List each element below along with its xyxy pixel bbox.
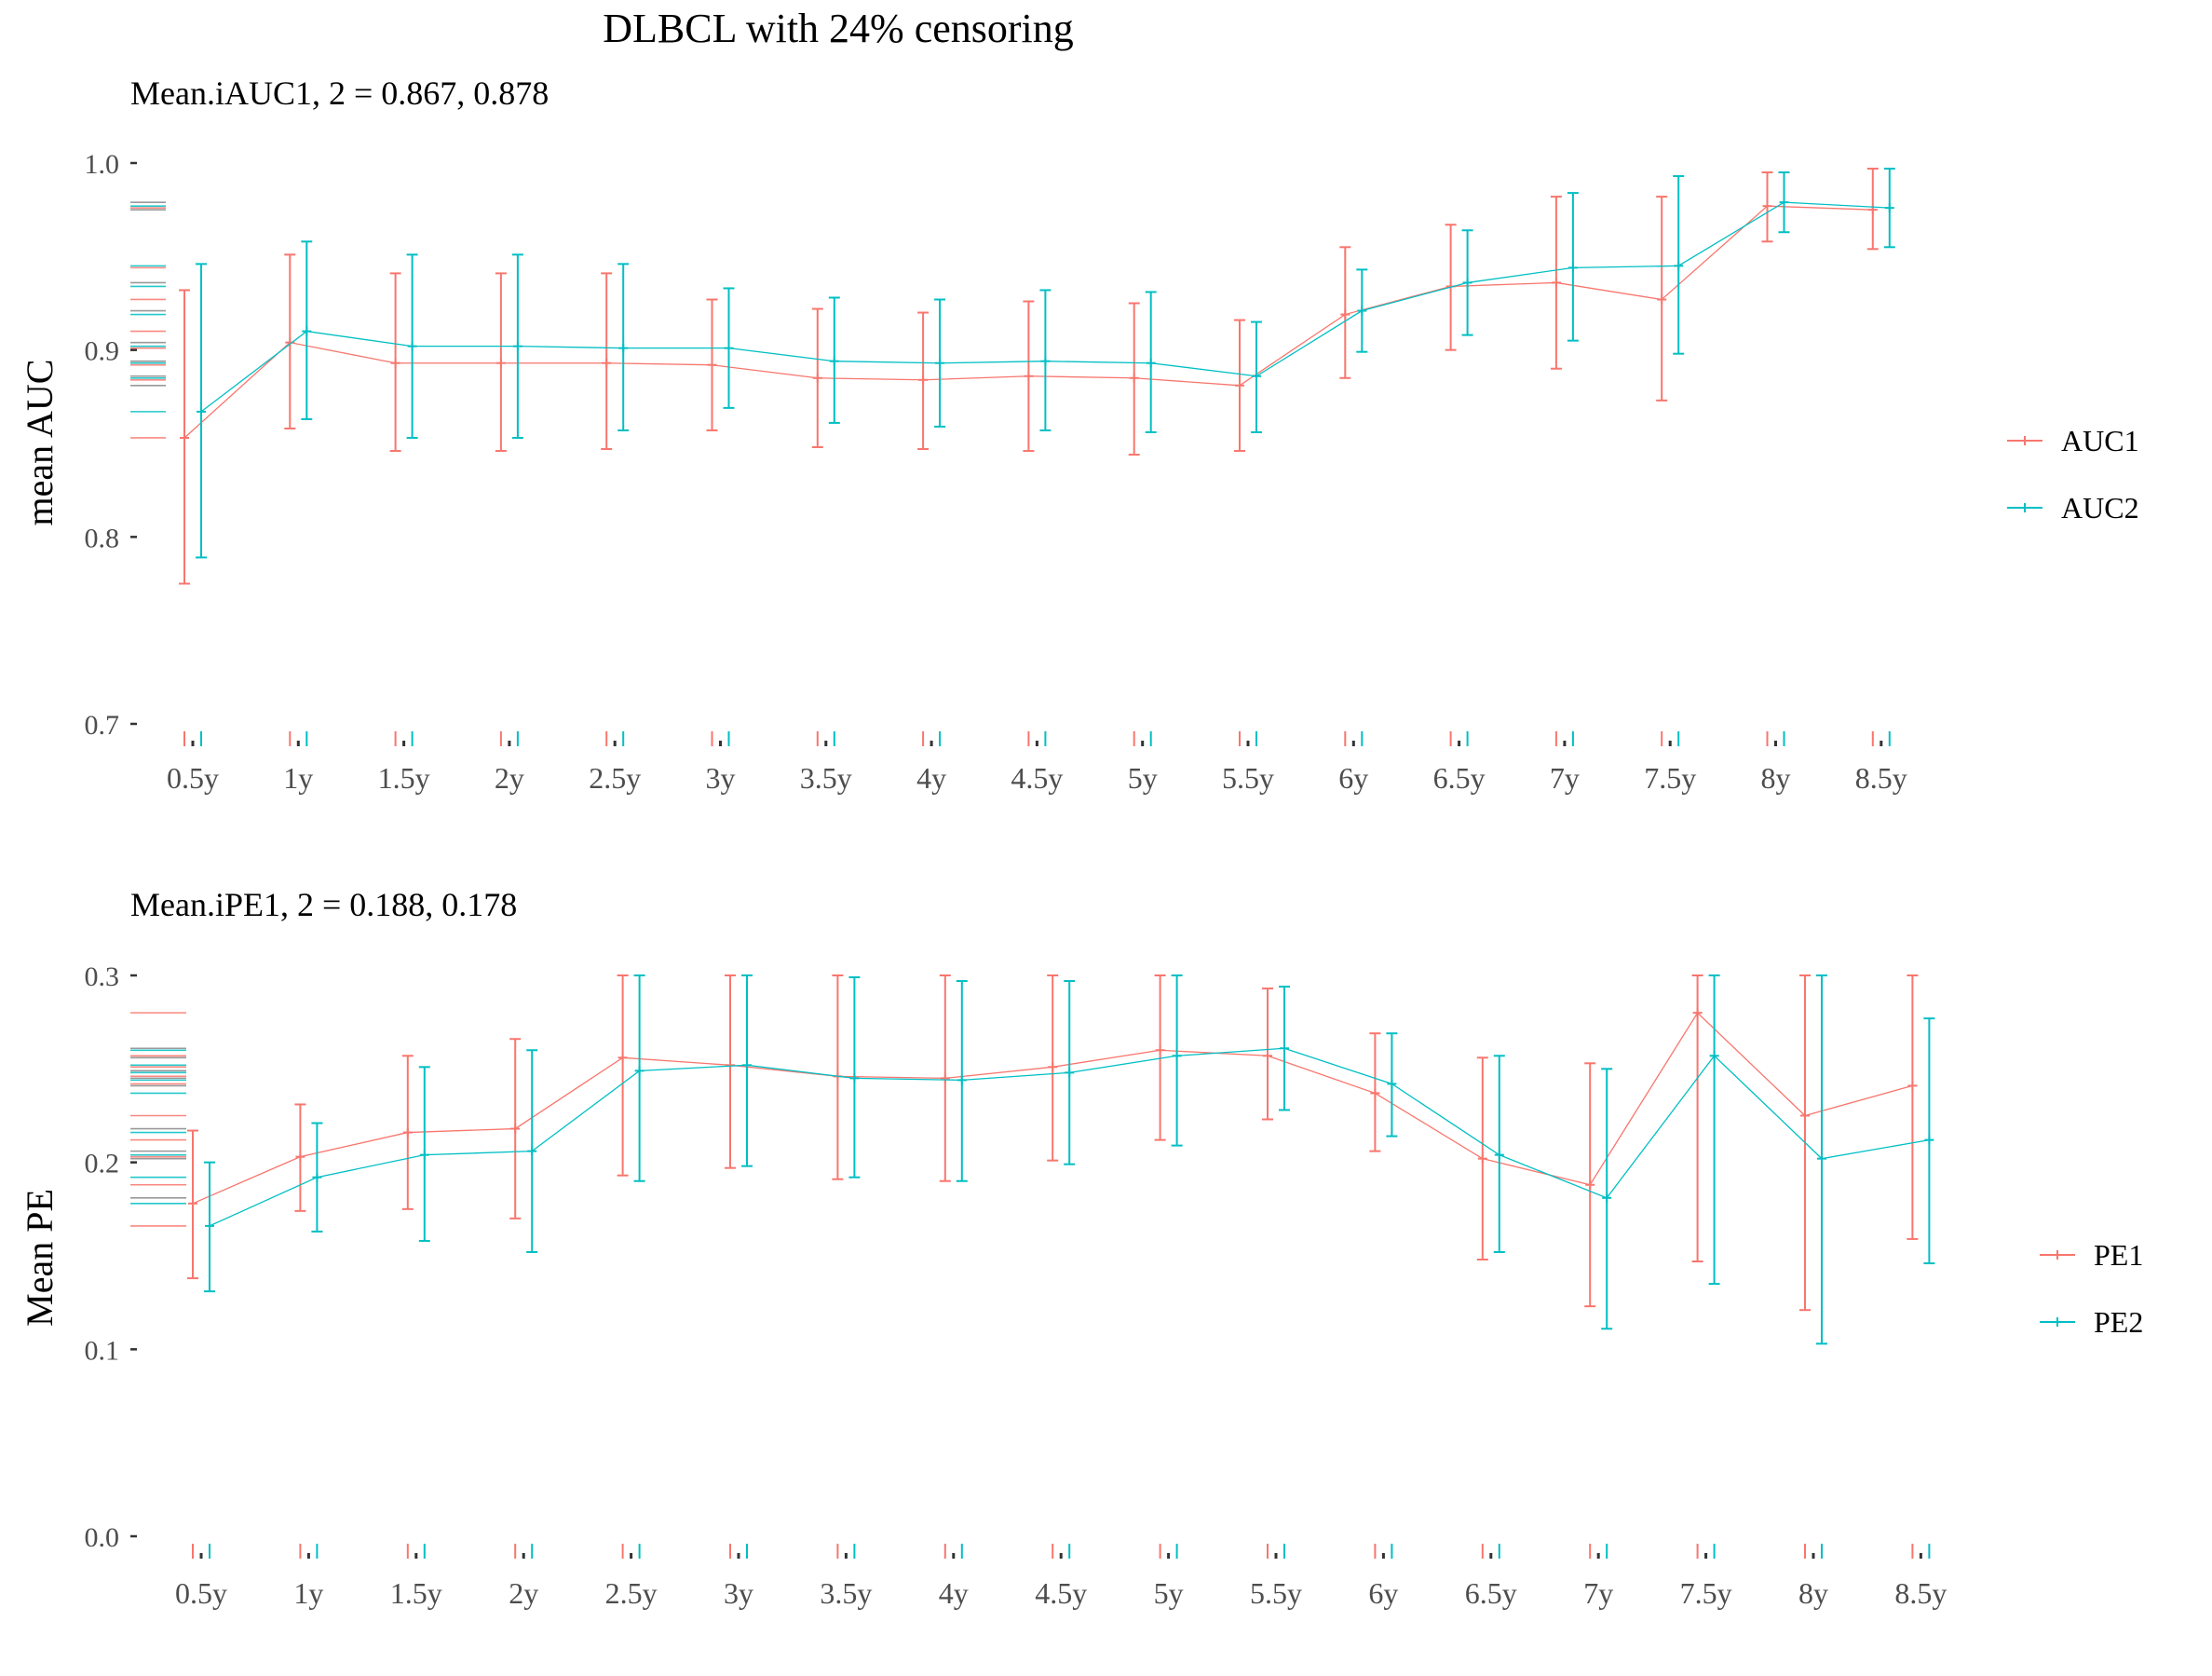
y-tick-label: 0.9 <box>85 336 120 367</box>
x-tick-label: 7.5y <box>1680 1576 1732 1610</box>
x-tick-label: 1.5y <box>378 761 430 795</box>
y-tick-label: 0.0 <box>85 1522 120 1553</box>
legend-label: PE1 <box>2094 1238 2143 1272</box>
x-tick-label: 6y <box>1338 761 1368 795</box>
x-tick-label: 2.5y <box>589 761 641 795</box>
x-tick-label: 7.5y <box>1644 761 1696 795</box>
y-tick-label: 0.3 <box>85 961 120 992</box>
x-tick-label: 8.5y <box>1855 761 1907 795</box>
legend-label: AUC2 <box>2061 491 2139 525</box>
x-tick-label: 4.5y <box>1011 761 1063 795</box>
x-tick-label: 0.5y <box>175 1576 227 1610</box>
x-tick-label: 6.5y <box>1465 1576 1517 1610</box>
y-tick-label: 0.7 <box>85 710 120 741</box>
x-tick-label: 1.5y <box>390 1576 442 1610</box>
x-tick-label: 5y <box>1128 761 1158 795</box>
figure-title: DLBCL with 24% censoring <box>603 6 1074 51</box>
x-tick-label: 2y <box>495 761 524 795</box>
y-tick-label: 0.8 <box>85 523 120 553</box>
legend-label: PE2 <box>2094 1305 2143 1339</box>
y-tick-label: 1.0 <box>85 149 120 180</box>
x-tick-label: 8.5y <box>1894 1576 1947 1610</box>
x-tick-label: 2.5y <box>605 1576 658 1610</box>
x-tick-label: 6.5y <box>1433 761 1486 795</box>
x-tick-label: 1y <box>283 761 313 795</box>
x-tick-label: 7y <box>1583 1576 1613 1610</box>
x-tick-label: 4y <box>916 761 946 795</box>
x-tick-label: 3.5y <box>820 1576 872 1610</box>
x-tick-label: 8y <box>1798 1576 1828 1610</box>
x-tick-label: 3y <box>724 1576 753 1610</box>
x-tick-label: 7y <box>1550 761 1580 795</box>
y-tick-label: 0.2 <box>85 1149 120 1179</box>
x-tick-label: 5y <box>1154 1576 1184 1610</box>
x-tick-label: 0.5y <box>167 761 219 795</box>
pe-y-axis-label: Mean PE <box>19 1189 61 1327</box>
x-tick-label: 3y <box>706 761 736 795</box>
x-tick-label: 4y <box>939 1576 969 1610</box>
pe-panel: Mean.iPE1, 2 = 0.188, 0.178 Mean PE 0.0 0… <box>19 886 2143 1610</box>
auc-panel: Mean.iAUC1, 2 = 0.867, 0.878 mean AUC 0.… <box>19 75 2139 795</box>
x-tick-label: 2y <box>509 1576 538 1610</box>
x-tick-label: 1y <box>293 1576 323 1610</box>
pe-subtitle: Mean.iPE1, 2 = 0.188, 0.178 <box>130 886 517 923</box>
y-tick-label: 0.1 <box>85 1335 120 1366</box>
auc-subtitle: Mean.iAUC1, 2 = 0.867, 0.878 <box>130 75 549 112</box>
legend-label: AUC1 <box>2061 424 2139 457</box>
x-tick-label: 6y <box>1368 1576 1398 1610</box>
x-tick-label: 5.5y <box>1250 1576 1302 1610</box>
x-tick-label: 3.5y <box>800 761 852 795</box>
auc-y-axis-label: mean AUC <box>19 360 61 526</box>
x-tick-label: 5.5y <box>1222 761 1274 795</box>
x-tick-label: 4.5y <box>1035 1576 1087 1610</box>
x-tick-label: 8y <box>1761 761 1791 795</box>
